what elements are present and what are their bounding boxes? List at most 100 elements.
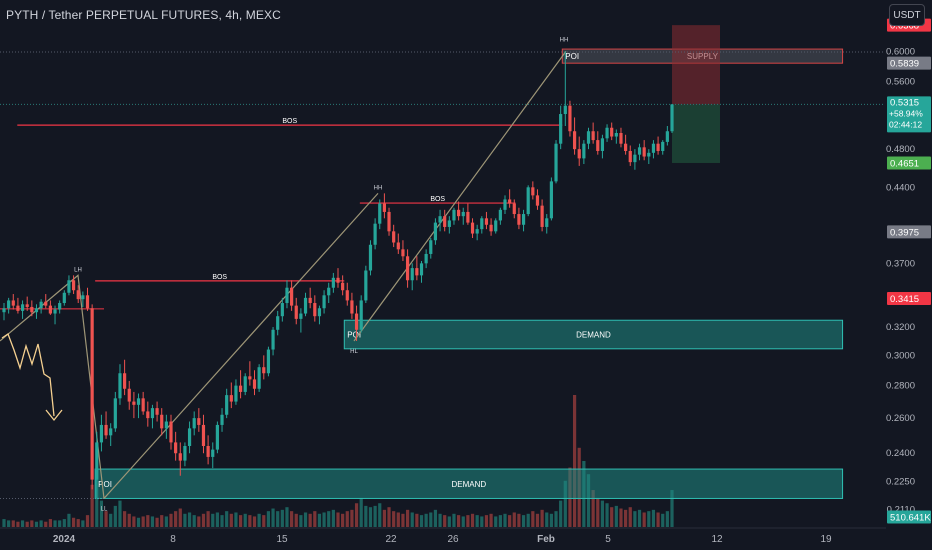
volume-bar — [368, 507, 373, 527]
candle-body — [619, 132, 623, 144]
volume-bar — [457, 515, 461, 527]
candle-body — [58, 303, 62, 310]
candle-body — [276, 316, 280, 330]
candle-body — [299, 313, 303, 319]
candle-body — [345, 290, 349, 301]
volume-bar — [225, 511, 229, 527]
volume-bar — [44, 521, 48, 527]
candle-body — [336, 277, 340, 283]
countdown-text: 02:44:12 — [889, 119, 922, 129]
candle-body — [141, 398, 145, 412]
volume-bar — [498, 515, 502, 527]
trade-stop-area — [672, 104, 720, 163]
candle-body — [392, 231, 396, 243]
volume-bar — [16, 521, 20, 527]
volume-bar — [257, 513, 261, 527]
candle-body — [257, 367, 261, 389]
candle-body — [211, 449, 215, 457]
price-badge-stop — [887, 156, 931, 170]
price-badge-text-level1: 0.3975 — [890, 227, 919, 238]
price-tick: 0.4400 — [886, 182, 915, 193]
volume-bar — [415, 513, 419, 527]
candle-body — [545, 218, 549, 227]
volume-bar — [76, 519, 80, 527]
volume-bar — [489, 513, 493, 527]
volume-bar — [624, 509, 628, 527]
volume-bar — [670, 490, 674, 527]
price-badge-supply — [887, 56, 931, 70]
price-badge-text-supply: 0.5839 — [890, 59, 919, 70]
swing-line-up-2 — [353, 50, 567, 342]
volume-bar — [545, 512, 549, 527]
swing-label: HL — [350, 349, 358, 355]
volume-bar — [113, 505, 117, 527]
volume-bar — [132, 516, 136, 527]
candle-body — [81, 295, 85, 300]
candle-body — [651, 143, 656, 153]
volume-bar — [322, 512, 326, 527]
swing-label: HH — [560, 37, 569, 43]
volume-bar — [141, 516, 145, 527]
time-axis-bg — [0, 528, 886, 550]
volume-bar — [549, 513, 553, 527]
candle-body — [438, 216, 442, 223]
candle-body — [95, 442, 99, 480]
price-tick: 0.6000 — [886, 46, 915, 57]
candle-body — [452, 209, 456, 221]
price-axis[interactable]: 0.6000 0.5600 0.4800 0.4400 0.3700 0.3200 0.30… — [886, 0, 932, 550]
price-tick: 0.4800 — [886, 144, 915, 155]
candle-body — [104, 424, 108, 436]
candle-body — [150, 408, 155, 419]
candle-body — [415, 268, 419, 276]
volume-bar — [58, 520, 62, 527]
candle-body — [531, 187, 535, 196]
volume-bar — [396, 512, 400, 527]
volume-bar — [99, 500, 104, 527]
volume-bar — [336, 512, 340, 527]
volume-bar — [424, 513, 428, 527]
price-tick: 0.3700 — [886, 258, 915, 269]
volume-bar — [178, 508, 182, 527]
volume-bar — [480, 516, 484, 527]
zone-center-label: DEMAND — [452, 480, 487, 489]
candle-body — [387, 211, 391, 232]
time-axis[interactable]: 2024 8 15 22 26 Feb 5 12 19 — [0, 527, 886, 550]
candle-body — [313, 303, 317, 317]
annotation-labels: LH LL HH HL HH — [74, 37, 568, 512]
volume-bar — [62, 519, 66, 527]
volume-bar — [586, 474, 591, 527]
bos-label: BOS — [282, 118, 297, 125]
volume-bar — [419, 515, 424, 527]
candle-body — [118, 373, 122, 399]
candle-body — [526, 187, 530, 215]
price-badge-volume — [887, 510, 931, 524]
candle-body — [637, 147, 642, 155]
candle-body — [521, 214, 526, 225]
candle-body — [586, 131, 591, 144]
volume-bar — [123, 511, 127, 527]
candles-layer — [2, 51, 674, 499]
candle-body — [656, 143, 660, 151]
volume-bar — [540, 509, 544, 527]
candle-body — [596, 140, 600, 151]
currency-button[interactable]: USDT — [889, 4, 925, 26]
candle-body — [317, 308, 322, 317]
time-tick: 22 — [385, 534, 397, 545]
demand-zone — [343, 319, 844, 350]
candle-body — [294, 305, 298, 319]
candle-body — [62, 292, 66, 304]
volume-bar — [81, 520, 85, 527]
volume-bar — [169, 513, 173, 527]
candle-body — [461, 211, 465, 217]
volume-bar — [183, 513, 187, 527]
volume-bar — [661, 513, 665, 527]
candle-body — [11, 300, 15, 306]
swing-label: LH — [74, 267, 82, 273]
candle-body — [470, 222, 475, 234]
volume-bar — [2, 519, 6, 527]
candle-body — [577, 149, 581, 159]
volume-bar — [11, 520, 15, 527]
candle-body — [48, 305, 52, 314]
candle-body — [624, 143, 628, 151]
